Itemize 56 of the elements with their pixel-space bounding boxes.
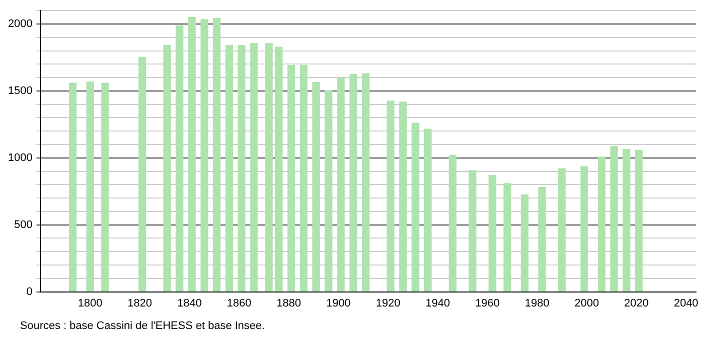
y-tick-label: 2000 bbox=[8, 18, 32, 30]
bar bbox=[188, 16, 196, 292]
bar bbox=[225, 44, 234, 292]
bar bbox=[350, 74, 358, 292]
source-note: Sources : base Cassini de l'EHESS et base Insee. bbox=[20, 320, 265, 332]
x-tick-label: 1820 bbox=[128, 297, 152, 310]
x-tick-label: 1980 bbox=[524, 297, 550, 310]
bar bbox=[520, 194, 528, 292]
bar bbox=[324, 90, 332, 292]
x-tick-label: 2040 bbox=[674, 297, 698, 310]
bar bbox=[448, 155, 456, 292]
x-tick-label: 1920 bbox=[376, 297, 400, 310]
bar bbox=[287, 65, 296, 292]
bar bbox=[610, 146, 618, 292]
x-tick-label: 1880 bbox=[276, 297, 302, 310]
bar bbox=[399, 102, 407, 292]
bar bbox=[598, 156, 606, 292]
bar bbox=[265, 43, 273, 292]
x-tick-label: 1800 bbox=[78, 297, 102, 310]
bar bbox=[386, 100, 394, 292]
y-tick-label: 1000 bbox=[8, 152, 32, 164]
bar bbox=[300, 65, 308, 292]
bar bbox=[138, 57, 146, 292]
bar bbox=[362, 73, 370, 292]
bar bbox=[337, 78, 345, 292]
bar bbox=[538, 187, 546, 292]
x-tick-label: 2000 bbox=[574, 297, 599, 310]
bar bbox=[101, 82, 109, 292]
bar bbox=[86, 82, 94, 292]
x-tick-label: 1900 bbox=[326, 297, 351, 310]
bar bbox=[503, 183, 512, 292]
x-tick-label: 1840 bbox=[177, 297, 202, 310]
bar bbox=[238, 44, 246, 292]
x-tick-label: 1940 bbox=[426, 297, 450, 310]
bar bbox=[468, 170, 476, 292]
y-tick-label: 0 bbox=[26, 286, 32, 298]
bar bbox=[635, 150, 643, 292]
bar bbox=[275, 46, 283, 292]
y-tick-label: 1500 bbox=[8, 84, 32, 97]
x-tick-label: 1860 bbox=[226, 297, 252, 310]
bar bbox=[68, 82, 77, 292]
x-tick-label: 2020 bbox=[624, 297, 649, 310]
bar bbox=[176, 26, 184, 292]
bar bbox=[580, 166, 588, 292]
bar bbox=[200, 18, 208, 292]
bar bbox=[622, 148, 630, 292]
bar bbox=[424, 128, 432, 292]
x-tick-label: 1960 bbox=[475, 297, 500, 310]
bar bbox=[163, 44, 171, 292]
bar bbox=[212, 18, 221, 292]
bar bbox=[558, 168, 566, 292]
bar bbox=[250, 43, 258, 292]
y-tick-label: 500 bbox=[14, 218, 32, 231]
bar bbox=[312, 82, 320, 292]
bar bbox=[412, 122, 420, 292]
bar bbox=[488, 174, 496, 292]
